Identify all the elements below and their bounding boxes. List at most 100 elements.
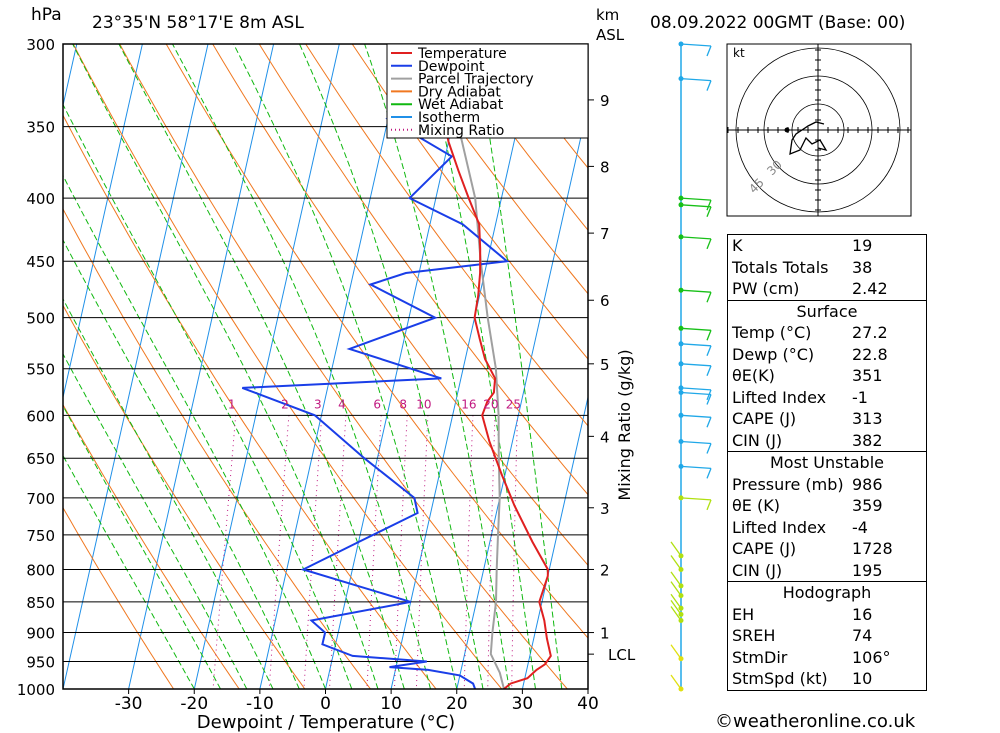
wet-adiabat-line: [299, 44, 484, 689]
wind-barb: [670, 593, 682, 609]
wet-adiabat-line: [63, 103, 353, 689]
legend-entry: Dry Adiabat: [418, 84, 501, 100]
wind-barb: [680, 414, 712, 418]
isotherm-line: [521, 394, 588, 689]
wind-barb-flag: [706, 206, 712, 218]
mixing-ratio-label: 6: [373, 398, 381, 412]
wind-barb: [670, 606, 682, 621]
height-tick-label: 2: [600, 562, 610, 580]
wind-barb: [670, 581, 682, 596]
mixing-ratio-label: 10: [416, 398, 431, 412]
dry-adiabat-line: [72, 44, 503, 689]
wind-barb-flag: [706, 468, 712, 479]
asl-label: ASL: [596, 26, 625, 44]
parcel-trajectory-line: [457, 126, 505, 689]
wet-adiabat-line: [423, 44, 536, 689]
wet-adiabat-line: [63, 239, 300, 689]
surface-title: Surface: [727, 299, 927, 322]
legend-entry: Temperature: [417, 46, 507, 62]
wind-barb: [680, 363, 712, 367]
mixing-ratio-label: 3: [314, 398, 322, 412]
height-tick-label: 8: [600, 158, 610, 176]
pressure-tick-label: 1000: [17, 681, 55, 699]
wind-barb-column: [670, 41, 712, 692]
isotherm-line: [259, 44, 406, 689]
temperature-axis: -30 -20 -10 0 10 20 30 40 Dewpoint / Temperature…: [115, 689, 599, 733]
indices-table-top: K 19 Totals Totals 38 PW (cm) 2.42 Surface …: [727, 234, 927, 691]
pressure-tick-label: 500: [26, 310, 55, 328]
datetime-label: 08.09.2022 00GMT (Base: 00): [650, 13, 906, 33]
pressure-tick-label: 850: [26, 594, 55, 612]
wind-barb: [680, 440, 712, 445]
mixing-ratio-line: [212, 415, 237, 689]
wind-barb-flag: [706, 417, 712, 428]
wind-barb: [680, 327, 712, 331]
temperature-tick-label: 40: [577, 694, 599, 714]
sounding-profiles: [241, 44, 552, 689]
dry-adiabat-line: [165, 44, 588, 639]
dewpoint-profile: [241, 44, 510, 689]
wet-adiabat-line: [172, 44, 431, 689]
wind-barb: [680, 289, 712, 293]
wind-barb-flag: [706, 394, 712, 405]
wind-barb: [670, 571, 682, 587]
temperature-tick-label: 30: [512, 694, 534, 714]
pressure-tick-label: 300: [26, 36, 55, 54]
wind-barb: [680, 497, 712, 501]
height-tick-label: 9: [600, 92, 610, 110]
lcl-label: LCL: [608, 646, 636, 664]
height-tick-label: 6: [600, 292, 610, 310]
wind-barb: [680, 387, 712, 391]
isotherm-line: [128, 44, 275, 689]
wind-barb: [670, 674, 682, 690]
wind-barb: [670, 541, 682, 557]
dry-adiabat-line: [398, 44, 588, 295]
isotherm-line: [325, 44, 471, 689]
wind-barb-flag: [706, 365, 712, 377]
mixing-ratio-label: 4: [338, 398, 346, 412]
pressure-tick-label: 900: [26, 625, 55, 643]
isotherm-line: [63, 44, 143, 400]
pressure-tick-label: 450: [26, 253, 55, 271]
wind-barb: [680, 236, 712, 240]
wind-barb: [680, 391, 712, 396]
dry-adiabat-line: [258, 44, 588, 496]
height-tick-label: 3: [600, 500, 610, 518]
wind-barb-flag: [706, 199, 712, 211]
pressure-tick-label: 750: [26, 527, 55, 545]
wind-barb: [680, 43, 712, 47]
dry-adiabat-line: [63, 506, 175, 689]
wind-barb-flag: [706, 499, 712, 511]
wind-barb: [680, 197, 712, 201]
temperature-tick-label: -10: [246, 694, 274, 714]
wind-barb: [670, 555, 682, 570]
legend-entry: Dewpoint: [418, 59, 485, 75]
dry-adiabat-line: [63, 207, 371, 689]
height-tick-label: 5: [600, 356, 610, 374]
mixing-ratio-label: 25: [506, 398, 521, 412]
dry-adiabat-line: [119, 44, 568, 689]
temperature-tick-label: 10: [380, 694, 402, 714]
isotherm-line: [63, 44, 209, 689]
pressure-unit-label: hPa: [31, 5, 62, 25]
wind-barb-flag: [706, 80, 712, 91]
wind-barb-flag: [706, 238, 712, 250]
legend-entry: Parcel Trajectory: [418, 72, 534, 88]
mixing-ratio-label: 2: [281, 398, 289, 412]
mixing-ratio-line: [303, 415, 323, 689]
wind-barb-flag: [706, 345, 712, 357]
mixing-ratio-line: [511, 415, 518, 689]
pressure-level-lines: [63, 44, 588, 689]
plot-frame: [62, 43, 589, 690]
legend-entry: Isotherm: [418, 110, 480, 126]
km-label: km: [596, 6, 620, 24]
hodograph-rings: [727, 44, 911, 216]
wind-barb: [680, 77, 712, 82]
x-axis-title: Dewpoint / Temperature (°C): [197, 712, 455, 733]
temperature-tick-label: -20: [180, 694, 208, 714]
legend-box: [386, 43, 589, 139]
legend-entry: Wet Adiabat: [418, 97, 504, 113]
wind-barb-flag: [706, 443, 712, 454]
